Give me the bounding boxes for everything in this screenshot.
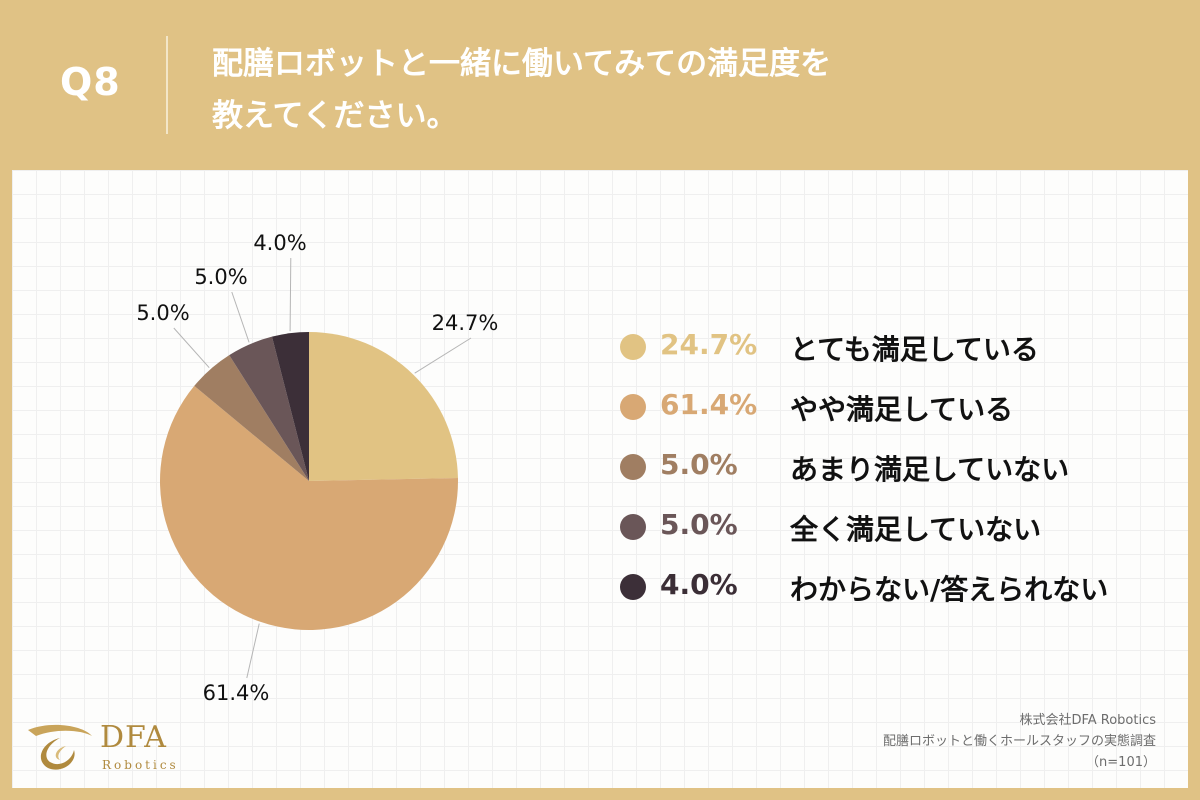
- swoosh-logo-icon: [28, 724, 92, 770]
- leader-line: [173, 327, 210, 368]
- pie-slice: [229, 336, 309, 481]
- legend-swatch: [620, 454, 646, 480]
- legend-swatch: [620, 514, 646, 540]
- legend-item-not-very-satisfied: 5.0% あまり満足していない: [620, 442, 1180, 492]
- legend-item-not-satisfied-at-all: 5.0% 全く満足していない: [620, 502, 1180, 552]
- slice-data-label: 24.7%: [432, 311, 499, 335]
- legend-label: やや満足している: [790, 393, 1014, 426]
- legend-swatch: [620, 334, 646, 360]
- legend-label: あまり満足していない: [790, 453, 1070, 486]
- slice-data-label: 5.0%: [136, 301, 189, 325]
- legend-item-dont-know: 4.0% わからない/答えられない: [620, 562, 1180, 612]
- pie-slice: [194, 355, 309, 481]
- leader-line: [289, 257, 292, 332]
- legend-percent: 61.4%: [660, 388, 758, 421]
- question-title: 配膳ロボットと一緒に働いてみての満足度を 教えてください。: [212, 38, 1112, 142]
- legend-swatch: [620, 574, 646, 600]
- legend-percent: 24.7%: [660, 328, 758, 361]
- pie-slice: [271, 332, 309, 481]
- header-divider: [166, 36, 168, 134]
- source-company: 株式会社DFA Robotics: [1019, 713, 1156, 728]
- legend-label: わからない/答えられない: [790, 573, 1109, 606]
- source-sample-size: （n=101）: [1086, 755, 1156, 770]
- header: Q8 配膳ロボットと一緒に働いてみての満足度を 教えてください。: [0, 0, 1200, 170]
- logo-name: DFA: [100, 720, 167, 755]
- leader-line: [231, 291, 250, 343]
- question-title-line-2: 教えてください。: [212, 98, 458, 134]
- company-logo: DFA Robotics: [22, 712, 192, 782]
- legend-item-very-satisfied: 24.7% とても満足している: [620, 322, 1180, 372]
- pie-slice: [159, 385, 458, 631]
- legend-percent: 4.0%: [660, 568, 738, 601]
- legend-item-somewhat-satisfied: 61.4% やや満足している: [620, 382, 1180, 432]
- slice-data-label: 61.4%: [203, 681, 270, 705]
- question-title-line-1: 配膳ロボットと一緒に働いてみての満足度を: [212, 46, 832, 82]
- legend-label: 全く満足していない: [790, 513, 1042, 546]
- slice-data-label: 5.0%: [194, 265, 247, 289]
- legend-percent: 5.0%: [660, 448, 738, 481]
- source-note: 株式会社DFA Robotics 配膳ロボットと働くホールスタッフの実態調査 （…: [883, 710, 1156, 773]
- source-survey: 配膳ロボットと働くホールスタッフの実態調査: [882, 734, 1156, 749]
- logo-subtitle: Robotics: [102, 758, 179, 772]
- slice-data-label: 4.0%: [253, 231, 306, 255]
- legend-percent: 5.0%: [660, 508, 738, 541]
- pie-slice: [309, 332, 458, 481]
- question-number: Q8: [60, 60, 121, 104]
- leader-line: [246, 623, 260, 679]
- legend-label: とても満足している: [790, 333, 1039, 366]
- leader-line: [414, 337, 472, 374]
- legend-swatch: [620, 394, 646, 420]
